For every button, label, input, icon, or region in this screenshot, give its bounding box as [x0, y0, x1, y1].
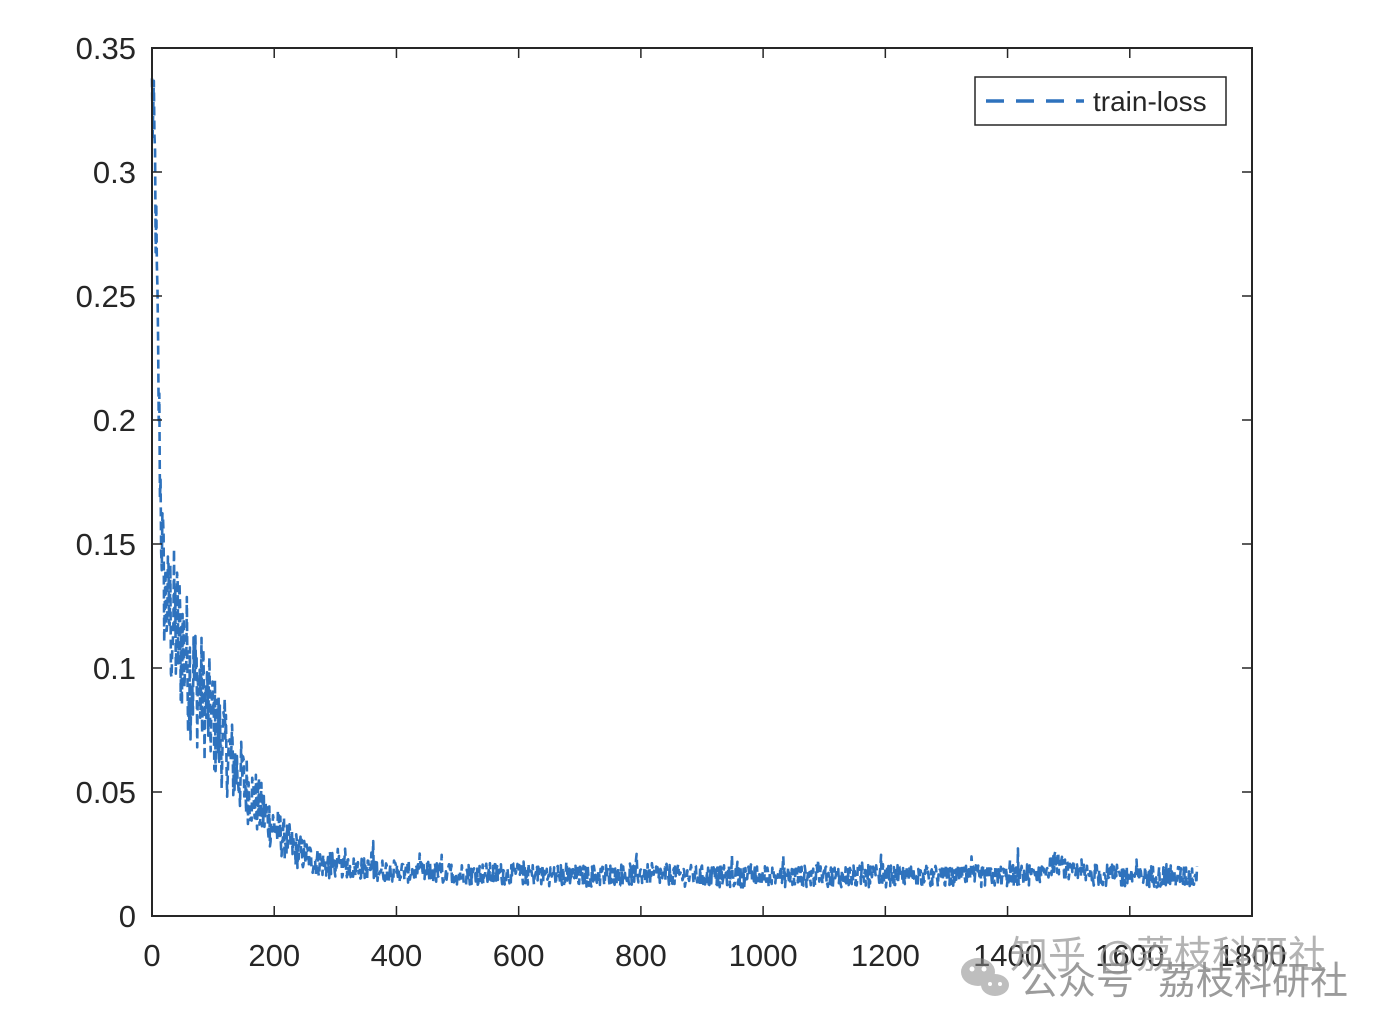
legend: train-loss [974, 76, 1227, 126]
y-tick-label: 0.05 [76, 775, 136, 810]
y-tick-label: 0 [119, 899, 136, 934]
legend-label-train-loss: train-loss [1093, 86, 1207, 117]
watermark-gzh-label: 公众号 [1020, 959, 1134, 1003]
x-tick-label: 200 [248, 938, 300, 973]
x-tick-label: 400 [371, 938, 423, 973]
axes-box [151, 47, 1253, 917]
train-loss-line [150, 78, 1199, 889]
y-tick-label: 0.2 [93, 403, 136, 438]
x-tick-label: 0 [143, 938, 160, 973]
series-train-loss [150, 78, 1199, 889]
y-tick-label: 0.1 [93, 651, 136, 686]
wechat-icon [961, 958, 1009, 996]
watermark: 知乎 @荔枝科研社 公众号 荔枝科研社 [961, 933, 1348, 1003]
plot-area: 0 200 400 600 800 1000 1200 1400 1600 1800 00.050… [76, 31, 1287, 973]
watermark-zhihu-text: 知乎 @荔枝科研社 [1010, 933, 1326, 977]
y-tick-label: 0.3 [93, 155, 136, 190]
x-tick-label: 1800 [1218, 938, 1287, 973]
x-tick-label: 1200 [851, 938, 920, 973]
y-axis: 0 0.05 0.1 0.15 0.2 0.25 0.3 0.35 [76, 31, 1252, 934]
x-tick-label: 1600 [1095, 938, 1164, 973]
x-tick-label: 800 [615, 938, 667, 973]
x-tick-label: 1000 [729, 938, 798, 973]
y-tick-label: 0.15 [76, 527, 136, 562]
watermark-account-name: 荔枝科研社 [1158, 959, 1348, 1003]
x-tick-label: 600 [493, 938, 545, 973]
y-tick-label: 0.25 [76, 279, 136, 314]
y-tick-label: 0.35 [76, 31, 136, 66]
plot-background [152, 48, 1252, 916]
